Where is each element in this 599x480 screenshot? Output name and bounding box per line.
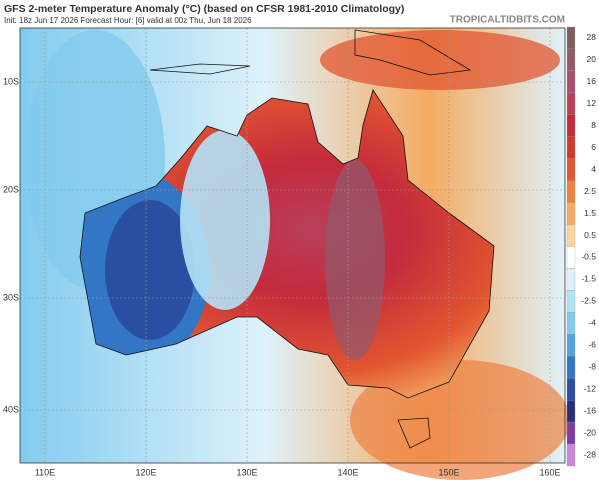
colorbar-cell [566, 26, 576, 50]
lat-label: 30S [3, 292, 19, 302]
colorbar-label: -8 [588, 361, 596, 371]
colorbar-cell [566, 70, 576, 94]
colorbar-label: -0.5 [581, 252, 596, 262]
colorbar-cell [566, 180, 576, 203]
colorbar-label: 1.5 [584, 208, 596, 218]
colorbar-label: 20 [587, 54, 597, 64]
colorbar-cell [566, 290, 576, 313]
colorbar-label: -1.5 [581, 274, 596, 284]
colorbar-cell [566, 224, 576, 247]
colorbar-cell [566, 399, 576, 423]
lon-label: 150E [438, 467, 459, 477]
colorbar-label: -20 [584, 427, 597, 437]
map-title: GFS 2-meter Temperature Anomaly (°C) (ba… [4, 3, 404, 15]
colorbar-label: -28 [584, 449, 597, 459]
colorbar-cell [566, 158, 576, 181]
colorbar-label: -6 [588, 340, 596, 350]
map-subtitle: Init: 18z Jun 17 2026 Forecast Hour: [6]… [4, 16, 252, 25]
lon-label: 140E [337, 467, 358, 477]
colorbar-label: 16 [587, 76, 597, 86]
colorbar-cell [566, 92, 576, 115]
colorbar-cell [566, 378, 576, 401]
colorbar-label: 4 [591, 164, 596, 174]
colorbar-cell [566, 136, 576, 159]
colorbar-cell [566, 421, 576, 445]
colorbar-label: -12 [584, 383, 597, 393]
lon-label: 130E [236, 467, 257, 477]
warm-north [320, 30, 560, 90]
map-area [19, 27, 570, 480]
colorbar-label: 8 [591, 120, 596, 130]
colorbar-cell [566, 268, 576, 291]
colorbar-label: -4 [588, 318, 596, 328]
colorbar-label: 6 [591, 142, 596, 152]
colorbar-cell [566, 312, 576, 335]
colorbar-label: 2.5 [584, 186, 596, 196]
brand: TROPICALTIDBITS.COM [450, 15, 565, 26]
colorbar-cell [566, 114, 576, 137]
colorbar-label: -2.5 [581, 296, 596, 306]
colorbar-cell [566, 246, 576, 269]
lat-label: 20S [3, 184, 19, 194]
colorbar-cell [566, 48, 576, 72]
lat-label: 10S [3, 76, 19, 86]
colorbar-label: 12 [587, 98, 597, 108]
lon-label: 120E [135, 467, 156, 477]
colorbar-cell [566, 334, 576, 357]
colorbar-cell [566, 202, 576, 225]
lat-label: 40S [3, 404, 19, 414]
lon-label: 110E [35, 467, 55, 477]
colorbar-cell [566, 443, 576, 467]
colorbar-label: 0.5 [584, 230, 596, 240]
lon-label: 160E [539, 467, 560, 477]
colorbar-label: -16 [584, 405, 597, 415]
colorbar-label: 28 [587, 32, 597, 42]
graticule [20, 28, 565, 463]
colorbar-cell [566, 356, 576, 379]
